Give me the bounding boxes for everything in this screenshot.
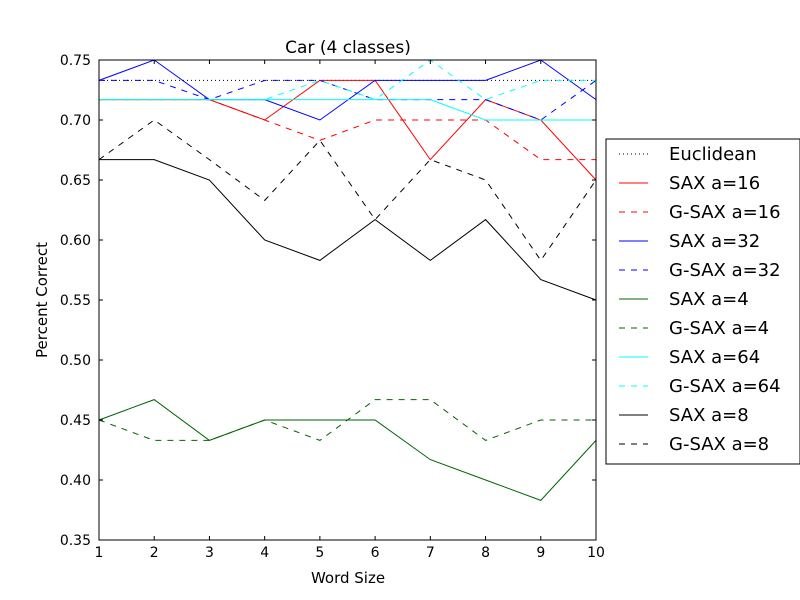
legend-label-0: Euclidean bbox=[669, 144, 757, 165]
x-tick-label-2: 3 bbox=[205, 545, 214, 561]
y-tick-label-2: 0.45 bbox=[60, 413, 91, 429]
series-line-7 bbox=[99, 99, 596, 121]
y-tick-label-0: 0.35 bbox=[60, 533, 91, 549]
x-tick-label-7: 8 bbox=[481, 545, 490, 561]
x-tick-label-9: 10 bbox=[587, 545, 605, 561]
legend: Euclidean SAX a=16 G-SAX a=16 SAX a=32 G-SAX… bbox=[605, 138, 800, 465]
legend-label-4: G-SAX a=32 bbox=[669, 260, 781, 281]
y-tick-label-3: 0.50 bbox=[60, 353, 91, 369]
legend-label-2: G-SAX a=16 bbox=[669, 202, 781, 223]
series-line-5 bbox=[98, 399, 597, 501]
x-tick-label-8: 9 bbox=[536, 545, 545, 561]
legend-label-10: G-SAX a=8 bbox=[669, 434, 769, 455]
y-tick-label-1: 0.40 bbox=[60, 473, 91, 489]
legend-label-5: SAX a=4 bbox=[669, 289, 749, 310]
series-layer bbox=[98, 59, 597, 501]
x-tick-label-4: 5 bbox=[315, 545, 324, 561]
y-tick-label-8: 0.75 bbox=[60, 53, 91, 69]
legend-label-8: G-SAX a=64 bbox=[669, 376, 781, 397]
series-line-9 bbox=[99, 159, 597, 301]
x-tick-label-1: 2 bbox=[150, 545, 159, 561]
x-tick-label-6: 7 bbox=[426, 545, 435, 561]
x-tick-label-0: 1 bbox=[95, 545, 104, 561]
series-line-3 bbox=[98, 59, 597, 121]
x-axis-label: Word Size bbox=[311, 569, 385, 587]
chart-title: Car (4 classes) bbox=[285, 38, 411, 58]
series-line-10 bbox=[98, 119, 597, 262]
legend-label-1: SAX a=16 bbox=[669, 173, 760, 194]
y-axis-label: Percent Correct bbox=[33, 242, 51, 358]
x-tick-label-5: 6 bbox=[371, 545, 380, 561]
legend-label-9: SAX a=8 bbox=[669, 405, 749, 426]
y-tick-label-5: 0.60 bbox=[60, 233, 91, 249]
series-line-8 bbox=[99, 59, 596, 101]
legend-label-6: G-SAX a=4 bbox=[669, 318, 769, 339]
y-tick-label-6: 0.65 bbox=[60, 173, 91, 189]
y-tick-label-4: 0.55 bbox=[60, 293, 91, 309]
legend-label-7: SAX a=64 bbox=[669, 347, 760, 368]
legend-label-3: SAX a=32 bbox=[669, 231, 760, 252]
legend-frame bbox=[605, 138, 800, 465]
plot-frame bbox=[98, 59, 597, 541]
x-tick-label-3: 4 bbox=[260, 545, 269, 561]
y-tick-label-7: 0.70 bbox=[60, 113, 91, 129]
series-line-2 bbox=[99, 99, 596, 161]
series-line-6 bbox=[98, 399, 596, 441]
ticks-layer: 1 2 3 4 5 6 7 8 9 10 0.35 0.40 0.45 0.50 0.55 0.60 0.65 0… bbox=[60, 53, 605, 561]
